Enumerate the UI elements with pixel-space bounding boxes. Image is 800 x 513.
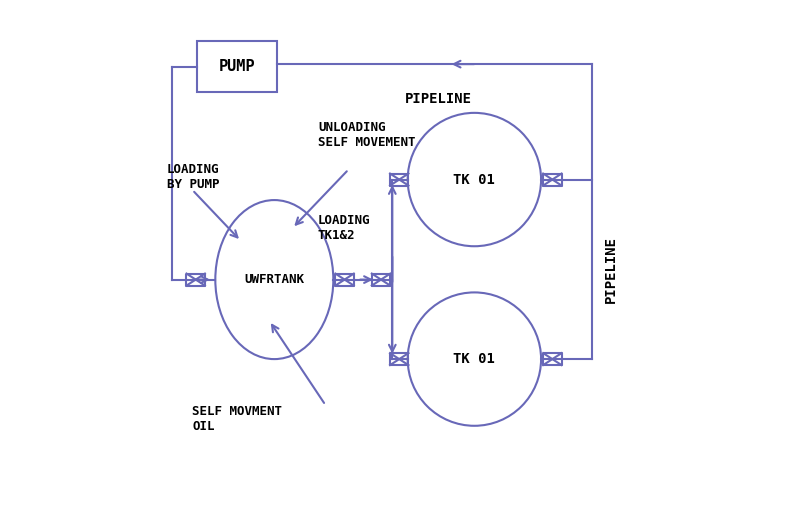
Text: LOADING
TK1&2: LOADING TK1&2 [318,214,370,242]
Text: PIPELINE: PIPELINE [604,236,618,303]
Text: TK 01: TK 01 [454,172,495,187]
Text: TK 01: TK 01 [454,352,495,366]
Text: LOADING
BY PUMP: LOADING BY PUMP [166,163,219,191]
Text: PIPELINE: PIPELINE [405,92,472,106]
Bar [198,41,277,92]
Text: SELF MOVMENT
OIL: SELF MOVMENT OIL [192,405,282,433]
Text: UWFRTANK: UWFRTANK [244,273,304,286]
Text: UNLOADING
SELF MOVEMENT: UNLOADING SELF MOVEMENT [318,121,415,149]
Text: PUMP: PUMP [219,59,255,74]
